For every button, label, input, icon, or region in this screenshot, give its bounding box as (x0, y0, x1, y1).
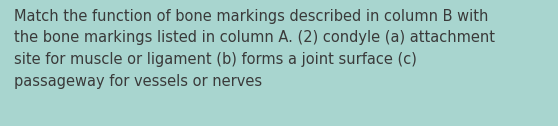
Text: Match the function of bone markings described in column B with
the bone markings: Match the function of bone markings desc… (14, 9, 495, 89)
